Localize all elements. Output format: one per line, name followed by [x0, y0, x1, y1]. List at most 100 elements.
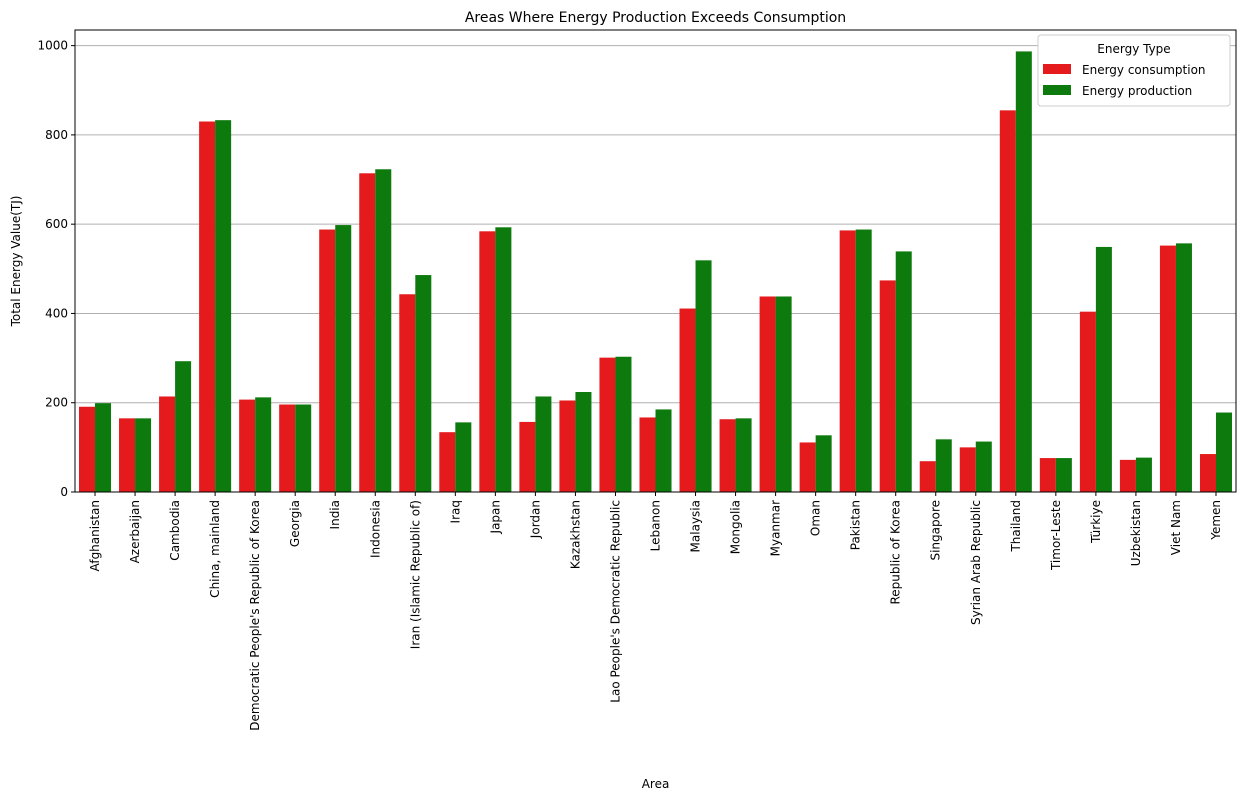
x-tick-label: Mongolia	[729, 500, 743, 554]
bar-production	[175, 361, 192, 492]
x-tick-label: Lebanon	[649, 500, 663, 551]
legend: Energy Type Energy consumption Energy pro…	[1037, 34, 1231, 107]
bar-production	[495, 227, 512, 492]
legend-swatch	[1043, 64, 1071, 74]
bar-production	[455, 422, 472, 492]
gridlines	[75, 45, 1236, 404]
bar-consumption	[1199, 454, 1216, 492]
x-tick-label: Cambodia	[168, 500, 182, 561]
bar-production	[855, 229, 872, 492]
bar-production	[935, 439, 952, 492]
bar-consumption	[399, 294, 416, 492]
bar-consumption	[199, 121, 216, 492]
bar-production	[975, 441, 992, 492]
bar-production	[335, 225, 352, 493]
x-tick-label: Viet Nam	[1169, 500, 1183, 555]
x-axis-ticks: Afghanistan Azerbaijan Cambodia China, main…	[88, 492, 1223, 731]
bar-production	[135, 418, 152, 492]
bar-consumption	[919, 461, 936, 492]
x-tick-label: Singapore	[929, 500, 943, 561]
bar-production	[775, 296, 792, 492]
x-tick-label: Republic of Korea	[889, 500, 903, 605]
y-tick-label: 0	[60, 485, 68, 499]
bar-consumption	[1119, 459, 1136, 492]
bar-production	[415, 275, 432, 492]
bar-consumption	[599, 357, 616, 492]
bar-consumption	[239, 399, 256, 492]
bar-consumption	[119, 418, 136, 492]
bar-production	[1175, 243, 1192, 492]
x-tick-label: Iran (Islamic Republic of)	[408, 500, 422, 649]
bar-production	[1055, 458, 1072, 492]
bar-production	[735, 418, 752, 492]
bar-production	[575, 392, 592, 492]
y-axis-ticks: 0 200 400 600 800 1000	[37, 39, 75, 499]
bar-production	[1095, 246, 1112, 492]
x-axis-label: Area	[642, 777, 670, 791]
y-tick-label: 600	[45, 217, 68, 231]
bar-consumption	[999, 110, 1016, 492]
bar-production	[1135, 457, 1152, 492]
bar-consumption	[799, 442, 816, 492]
x-tick-label: Indonesia	[368, 500, 382, 558]
bar-consumption	[479, 231, 496, 492]
y-axis-label: Total Energy Value(TJ)	[9, 196, 23, 328]
x-tick-label: Jordan	[528, 500, 542, 539]
x-tick-label: Yemen	[1209, 500, 1223, 541]
legend-title: Energy Type	[1097, 42, 1170, 56]
y-tick-label: 200	[45, 396, 68, 410]
bar-consumption	[319, 229, 336, 492]
bar-production	[895, 251, 912, 492]
x-tick-label: Malaysia	[689, 500, 703, 552]
bar-production	[375, 169, 392, 492]
x-tick-label: Thailand	[1009, 500, 1023, 553]
bar-production	[615, 356, 632, 492]
bar-production	[655, 409, 672, 492]
bar-consumption	[519, 421, 536, 492]
x-tick-label: Democratic People's Republic of Korea	[248, 500, 262, 731]
bar-consumption	[839, 230, 856, 492]
bar-production	[95, 403, 112, 492]
bar-consumption	[1079, 311, 1096, 492]
bar-consumption	[639, 417, 656, 492]
bar-consumption	[159, 396, 176, 492]
bar-production	[535, 396, 552, 492]
x-tick-label: India	[328, 500, 342, 529]
bar-consumption	[359, 173, 376, 492]
bars	[79, 51, 1232, 493]
chart-title: Areas Where Energy Production Exceeds Co…	[465, 10, 846, 26]
y-tick-label: 800	[45, 128, 68, 142]
x-tick-label: Azerbaijan	[128, 500, 142, 563]
bar-production	[1215, 412, 1232, 492]
bar-consumption	[679, 308, 696, 492]
bar-consumption	[879, 280, 896, 492]
bar-consumption	[959, 447, 976, 492]
bar-production	[1015, 51, 1032, 492]
x-tick-label: Kazakhstan	[568, 500, 582, 569]
x-tick-label: Timor-Leste	[1049, 500, 1063, 571]
x-tick-label: Georgia	[288, 500, 302, 547]
y-tick-label: 1000	[37, 39, 68, 53]
x-tick-label: Iraq	[448, 500, 462, 523]
x-tick-label: Uzbekistan	[1129, 500, 1143, 566]
x-tick-label: China, mainland	[208, 500, 222, 598]
bar-production	[255, 397, 272, 492]
x-tick-label: Oman	[809, 500, 823, 536]
bar-consumption	[1159, 245, 1176, 492]
x-tick-label: Türkiye	[1089, 500, 1103, 544]
legend-label: Energy consumption	[1082, 63, 1206, 77]
legend-box	[1037, 34, 1231, 107]
x-tick-label: Myanmar	[769, 500, 783, 556]
y-tick-label: 400	[45, 306, 68, 320]
bar-consumption	[439, 432, 456, 492]
bar-production	[215, 120, 232, 492]
bar-production	[295, 404, 312, 492]
bar-consumption	[279, 404, 296, 492]
bar-consumption	[759, 296, 776, 492]
bar-consumption	[1039, 458, 1056, 492]
legend-label: Energy production	[1082, 84, 1192, 98]
x-tick-label: Pakistan	[849, 500, 863, 550]
x-tick-label: Lao People's Democratic Republic	[608, 500, 622, 703]
x-tick-label: Japan	[488, 500, 502, 534]
